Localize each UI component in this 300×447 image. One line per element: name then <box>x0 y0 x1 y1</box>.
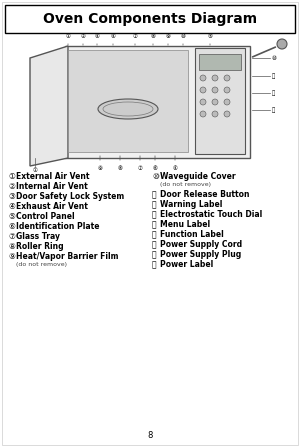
Circle shape <box>212 99 218 105</box>
Text: ⑮: ⑮ <box>152 230 157 239</box>
Bar <box>195 48 245 154</box>
Text: ⑰: ⑰ <box>152 250 157 259</box>
Circle shape <box>200 111 206 117</box>
Text: ⑪: ⑪ <box>152 190 157 199</box>
Text: ⑤: ⑤ <box>8 212 15 221</box>
Text: ⑤: ⑤ <box>208 34 212 39</box>
Text: ③: ③ <box>8 192 15 201</box>
Text: ⑨: ⑨ <box>8 252 15 261</box>
Text: ⑩: ⑩ <box>272 55 277 60</box>
Text: ⑯: ⑯ <box>152 240 157 249</box>
Text: Exhaust Air Vent: Exhaust Air Vent <box>16 202 88 211</box>
Bar <box>199 54 241 70</box>
Text: Warning Label: Warning Label <box>160 200 222 209</box>
Text: ⑫: ⑫ <box>272 90 275 96</box>
Text: ⑩: ⑩ <box>181 34 185 39</box>
Text: ②: ② <box>81 34 85 39</box>
Text: 8: 8 <box>147 431 153 440</box>
Text: ⑱: ⑱ <box>272 107 275 113</box>
Text: (do not remove): (do not remove) <box>160 182 211 187</box>
Text: Internal Air Vent: Internal Air Vent <box>16 182 88 191</box>
Text: Control Panel: Control Panel <box>16 212 75 221</box>
Text: ⑫: ⑫ <box>152 200 157 209</box>
Text: ④: ④ <box>111 34 116 39</box>
Text: ⑥: ⑥ <box>8 222 15 231</box>
Text: External Air Vent: External Air Vent <box>16 172 89 181</box>
Text: Waveguide Cover: Waveguide Cover <box>160 172 236 181</box>
Text: Roller Ring: Roller Ring <box>16 242 64 251</box>
Text: ⑦: ⑦ <box>138 166 142 171</box>
Text: ②: ② <box>8 182 15 191</box>
Text: ⑧: ⑧ <box>8 242 15 251</box>
Bar <box>65 46 250 158</box>
Text: ⑧: ⑧ <box>151 34 155 39</box>
Text: Identification Plate: Identification Plate <box>16 222 100 231</box>
Text: ⑧: ⑧ <box>118 166 122 171</box>
FancyBboxPatch shape <box>5 5 295 33</box>
Text: ④: ④ <box>8 202 15 211</box>
Text: Door Release Button: Door Release Button <box>160 190 250 199</box>
Circle shape <box>200 99 206 105</box>
Text: ⑦: ⑦ <box>133 34 137 39</box>
Circle shape <box>212 87 218 93</box>
Text: Power Label: Power Label <box>160 260 213 269</box>
Text: ⑥: ⑥ <box>153 166 158 171</box>
Text: ④: ④ <box>172 166 177 171</box>
Circle shape <box>212 111 218 117</box>
Text: ⑬: ⑬ <box>152 210 157 219</box>
Text: ⑪: ⑪ <box>272 73 275 79</box>
Circle shape <box>200 87 206 93</box>
Text: ⑦: ⑦ <box>8 232 15 241</box>
Text: ⑭: ⑭ <box>152 220 157 229</box>
Text: Power Supply Cord: Power Supply Cord <box>160 240 242 249</box>
Circle shape <box>212 75 218 81</box>
Text: ⑨: ⑨ <box>98 166 102 171</box>
Text: Power Supply Plug: Power Supply Plug <box>160 250 241 259</box>
Text: ⑩: ⑩ <box>152 172 159 181</box>
Text: ①: ① <box>8 172 15 181</box>
Text: ①: ① <box>66 34 70 39</box>
Text: Menu Label: Menu Label <box>160 220 210 229</box>
Ellipse shape <box>98 99 158 119</box>
Text: (do not remove): (do not remove) <box>16 262 67 267</box>
Text: Door Safety Lock System: Door Safety Lock System <box>16 192 124 201</box>
Circle shape <box>200 75 206 81</box>
Circle shape <box>224 75 230 81</box>
Text: Glass Tray: Glass Tray <box>16 232 60 241</box>
Text: ⑱: ⑱ <box>152 260 157 269</box>
Text: ④: ④ <box>94 34 99 39</box>
Text: Electrostatic Touch Dial: Electrostatic Touch Dial <box>160 210 262 219</box>
Text: Oven Components Diagram: Oven Components Diagram <box>43 12 257 26</box>
Polygon shape <box>30 46 68 166</box>
Circle shape <box>224 99 230 105</box>
Text: Function Label: Function Label <box>160 230 224 239</box>
Bar <box>68 50 188 152</box>
Circle shape <box>224 87 230 93</box>
Text: ⑨: ⑨ <box>166 34 170 39</box>
Circle shape <box>277 39 287 49</box>
Circle shape <box>224 111 230 117</box>
Text: Heat/Vapor Barrier Film: Heat/Vapor Barrier Film <box>16 252 119 261</box>
Text: ①: ① <box>33 168 38 173</box>
